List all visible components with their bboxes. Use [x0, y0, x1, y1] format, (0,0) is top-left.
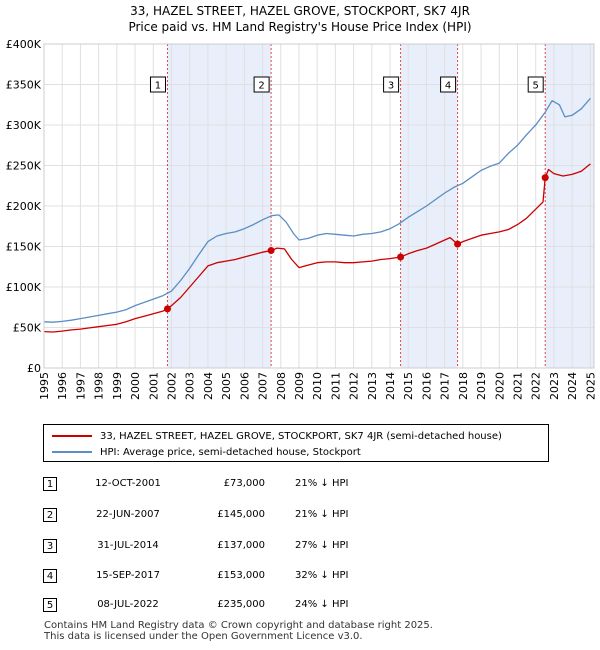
- x-tick-label: 2006: [238, 372, 251, 400]
- price-chart: 1 2 3 4 5 £0 £50K £100K £150K £200K £250K £300K £350…: [6, 38, 598, 400]
- transaction-price: £137,000: [217, 540, 265, 551]
- table-row: 1 12-OCT-2001 £73,000 21% ↓ HPI: [43, 475, 563, 495]
- x-tick-label: 2022: [530, 372, 543, 400]
- x-tick-label: 2013: [366, 372, 379, 400]
- chart-title: 33, HAZEL STREET, HAZEL GROVE, STOCKPORT…: [130, 4, 470, 18]
- sale-label-box: [253, 76, 270, 93]
- transaction-number: 3: [43, 539, 57, 553]
- legend-label-property: 33, HAZEL STREET, HAZEL GROVE, STOCKPORT…: [100, 430, 502, 442]
- legend-item-property: 33, HAZEL STREET, HAZEL GROVE, STOCKPORT…: [52, 428, 502, 444]
- transaction-date: 12-OCT-2001: [95, 478, 161, 489]
- transaction-price: £73,000: [223, 478, 265, 489]
- y-tick-label: £100K: [6, 281, 42, 294]
- x-tick-label: 2012: [348, 372, 361, 400]
- y-tick-label: £200K: [6, 200, 42, 213]
- sale-label-box: [383, 76, 400, 93]
- transaction-date: 22-JUN-2007: [96, 509, 160, 520]
- y-tick-label: £300K: [6, 119, 42, 132]
- x-tick-label: 2025: [584, 372, 597, 400]
- transaction-date: 31-JUL-2014: [97, 540, 159, 551]
- y-tick-label: £350K: [6, 79, 42, 92]
- legend-item-hpi: HPI: Average price, semi-detached house,…: [52, 444, 361, 460]
- plot-frame: [43, 43, 595, 369]
- sale-point: [163, 305, 171, 313]
- x-tick-label: 2016: [420, 372, 433, 400]
- hpi-line: [43, 97, 591, 323]
- x-tick-label: 2003: [184, 372, 197, 400]
- y-tick-label: £400K: [6, 38, 42, 51]
- transaction-date: 08-JUL-2022: [97, 599, 159, 610]
- x-tick-label: 2002: [165, 372, 178, 400]
- sale-label: 5: [533, 81, 539, 92]
- x-tick-label: 2005: [220, 372, 233, 400]
- legend-swatch-property: [52, 435, 92, 437]
- y-tick-label: £50K: [13, 322, 42, 335]
- y-tick-label: £250K: [6, 160, 42, 173]
- sale-label: 2: [258, 81, 264, 92]
- transaction-number: 4: [43, 569, 57, 583]
- footer-copyright: Contains HM Land Registry data © Crown c…: [44, 620, 433, 631]
- sale-label: 3: [388, 81, 394, 92]
- table-row: 2 22-JUN-2007 £145,000 21% ↓ HPI: [43, 506, 563, 526]
- x-tick-label: 1995: [38, 372, 51, 400]
- x-tick-label: 2023: [548, 372, 561, 400]
- x-tick-label: 2008: [275, 372, 288, 400]
- table-row: 5 08-JUL-2022 £235,000 24% ↓ HPI: [43, 596, 563, 616]
- x-tick-label: 2007: [257, 372, 270, 400]
- sale-label-box: [149, 76, 166, 93]
- sale-label: 1: [155, 81, 161, 92]
- sale-point: [454, 240, 462, 248]
- legend-label-hpi: HPI: Average price, semi-detached house,…: [100, 446, 361, 458]
- x-tick-label: 2004: [202, 372, 215, 400]
- transaction-number: 1: [43, 477, 57, 491]
- x-tick-label: 2020: [493, 372, 506, 400]
- footer-license: This data is licensed under the Open Gov…: [44, 631, 363, 642]
- x-tick-label: 2017: [439, 372, 452, 400]
- transaction-price: £145,000: [217, 509, 265, 520]
- transaction-hpi: 21% ↓ HPI: [295, 478, 349, 489]
- chart-legend: 33, HAZEL STREET, HAZEL GROVE, STOCKPORT…: [43, 424, 549, 462]
- x-tick-label: 2000: [129, 372, 142, 400]
- x-tick-label: 2019: [475, 372, 488, 400]
- sale-point: [267, 247, 275, 255]
- y-tick-label: £150K: [6, 241, 42, 254]
- x-tick-label: 2014: [384, 372, 397, 400]
- transaction-hpi: 27% ↓ HPI: [295, 540, 349, 551]
- table-row: 4 15-SEP-2017 £153,000 32% ↓ HPI: [43, 567, 563, 587]
- transaction-hpi: 21% ↓ HPI: [295, 509, 349, 520]
- x-tick-label: 2009: [293, 372, 306, 400]
- x-tick-label: 2001: [147, 372, 160, 400]
- x-tick-label: 1998: [93, 372, 106, 400]
- transaction-hpi: 32% ↓ HPI: [295, 570, 349, 581]
- transaction-number: 2: [43, 508, 57, 522]
- chart-subtitle: Price paid vs. HM Land Registry's House …: [128, 20, 472, 34]
- x-tick-label: 2015: [402, 372, 415, 400]
- legend-swatch-hpi: [52, 451, 92, 453]
- sale-point: [541, 174, 549, 182]
- y-tick-label: £0: [27, 362, 41, 375]
- sale-point: [397, 253, 405, 261]
- x-tick-label: 2024: [566, 372, 579, 400]
- x-tick-label: 1999: [111, 372, 124, 400]
- x-tick-label: 1996: [56, 372, 69, 400]
- x-tick-label: 2018: [457, 372, 470, 400]
- x-tick-label: 1997: [74, 372, 87, 400]
- sale-label-box: [527, 76, 544, 93]
- x-tick-label: 2021: [512, 372, 525, 400]
- transaction-hpi: 24% ↓ HPI: [295, 599, 349, 610]
- sale-label: 4: [445, 81, 451, 92]
- transaction-number: 5: [43, 598, 57, 612]
- transaction-price: £235,000: [217, 599, 265, 610]
- transaction-price: £153,000: [217, 570, 265, 581]
- transaction-date: 15-SEP-2017: [96, 570, 160, 581]
- x-tick-label: 2011: [329, 372, 342, 400]
- sale-label-box: [440, 76, 457, 93]
- property-price-line: [43, 163, 591, 333]
- x-tick-label: 2010: [311, 372, 324, 400]
- table-row: 3 31-JUL-2014 £137,000 27% ↓ HPI: [43, 537, 563, 557]
